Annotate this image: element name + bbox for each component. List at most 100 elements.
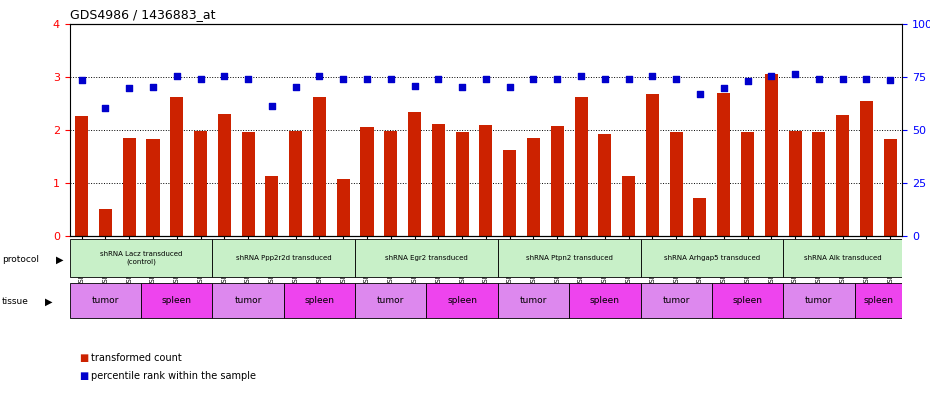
Bar [289, 131, 302, 236]
Bar [503, 150, 516, 236]
Bar [355, 239, 498, 277]
Bar [194, 131, 207, 236]
Bar [99, 209, 112, 236]
Bar [641, 283, 711, 318]
Bar [456, 132, 469, 236]
Point [883, 77, 897, 83]
Bar [212, 239, 355, 277]
Bar [836, 115, 849, 236]
Bar [337, 178, 350, 236]
Bar [622, 176, 635, 236]
Point [431, 76, 445, 83]
Text: spleen: spleen [447, 296, 477, 305]
Text: tissue: tissue [2, 298, 29, 306]
Text: ▶: ▶ [45, 297, 52, 307]
Text: shRNA Egr2 transduced: shRNA Egr2 transduced [385, 255, 468, 261]
Point [383, 76, 398, 83]
Bar [427, 283, 498, 318]
Bar [265, 176, 278, 236]
Point [574, 72, 589, 79]
Bar [384, 131, 397, 236]
Bar [789, 131, 802, 236]
Bar [645, 94, 659, 236]
Text: spleen: spleen [863, 296, 894, 305]
Text: percentile rank within the sample: percentile rank within the sample [91, 371, 256, 382]
Bar [70, 283, 141, 318]
Bar [812, 132, 826, 236]
Text: spleen: spleen [304, 296, 335, 305]
Bar [479, 125, 493, 236]
Point [193, 76, 208, 83]
Text: shRNA Ptpn2 transduced: shRNA Ptpn2 transduced [525, 255, 613, 261]
Text: ■: ■ [79, 371, 88, 382]
Bar [764, 74, 777, 236]
Bar [312, 97, 326, 236]
Text: tumor: tumor [805, 296, 832, 305]
Bar [355, 283, 427, 318]
Text: ▶: ▶ [56, 254, 63, 264]
Bar [783, 283, 855, 318]
Text: tumor: tumor [92, 296, 119, 305]
Text: spleen: spleen [733, 296, 763, 305]
Bar [242, 132, 255, 236]
Point [764, 72, 778, 79]
Text: transformed count: transformed count [91, 353, 182, 363]
Bar [741, 132, 754, 236]
Point [669, 76, 684, 83]
Text: tumor: tumor [377, 296, 405, 305]
Text: shRNA Lacz transduced
(control): shRNA Lacz transduced (control) [100, 252, 182, 265]
Point [312, 72, 327, 79]
Text: protocol: protocol [2, 255, 39, 264]
Bar [641, 239, 783, 277]
Point [788, 71, 803, 77]
Point [264, 103, 279, 109]
Bar [123, 138, 136, 236]
Point [360, 76, 375, 83]
Bar [575, 97, 588, 236]
Text: tumor: tumor [234, 296, 262, 305]
Text: tumor: tumor [520, 296, 547, 305]
Bar [711, 283, 783, 318]
Bar [75, 116, 88, 236]
Point [502, 84, 517, 90]
Bar [884, 139, 897, 236]
Bar [498, 283, 569, 318]
Bar [527, 138, 540, 236]
Point [336, 76, 351, 83]
Text: shRNA Arhgap5 transduced: shRNA Arhgap5 transduced [664, 255, 760, 261]
Bar [498, 239, 641, 277]
Bar [170, 97, 183, 236]
Text: shRNA Ppp2r2d transduced: shRNA Ppp2r2d transduced [236, 255, 332, 261]
Point [74, 77, 89, 83]
Bar [408, 112, 421, 236]
Bar [855, 283, 902, 318]
Text: shRNA Alk transduced: shRNA Alk transduced [804, 255, 882, 261]
Bar [694, 198, 707, 236]
Bar [717, 92, 730, 236]
Point [241, 76, 256, 83]
Point [740, 78, 755, 84]
Point [526, 76, 541, 83]
Point [621, 76, 636, 83]
Bar [860, 101, 873, 236]
Bar [218, 114, 231, 236]
Point [811, 76, 826, 83]
Text: GDS4986 / 1436883_at: GDS4986 / 1436883_at [70, 8, 215, 21]
Point [98, 105, 113, 112]
Point [122, 85, 137, 92]
Bar [432, 124, 445, 236]
Point [478, 76, 493, 83]
Bar [146, 139, 160, 236]
Bar [569, 283, 641, 318]
Point [169, 72, 184, 79]
Bar [141, 283, 212, 318]
Bar [783, 239, 902, 277]
Bar [598, 134, 611, 236]
Text: spleen: spleen [590, 296, 619, 305]
Point [217, 72, 232, 79]
Point [455, 84, 470, 90]
Bar [212, 283, 284, 318]
Bar [361, 127, 374, 236]
Point [835, 76, 850, 83]
Point [407, 83, 422, 89]
